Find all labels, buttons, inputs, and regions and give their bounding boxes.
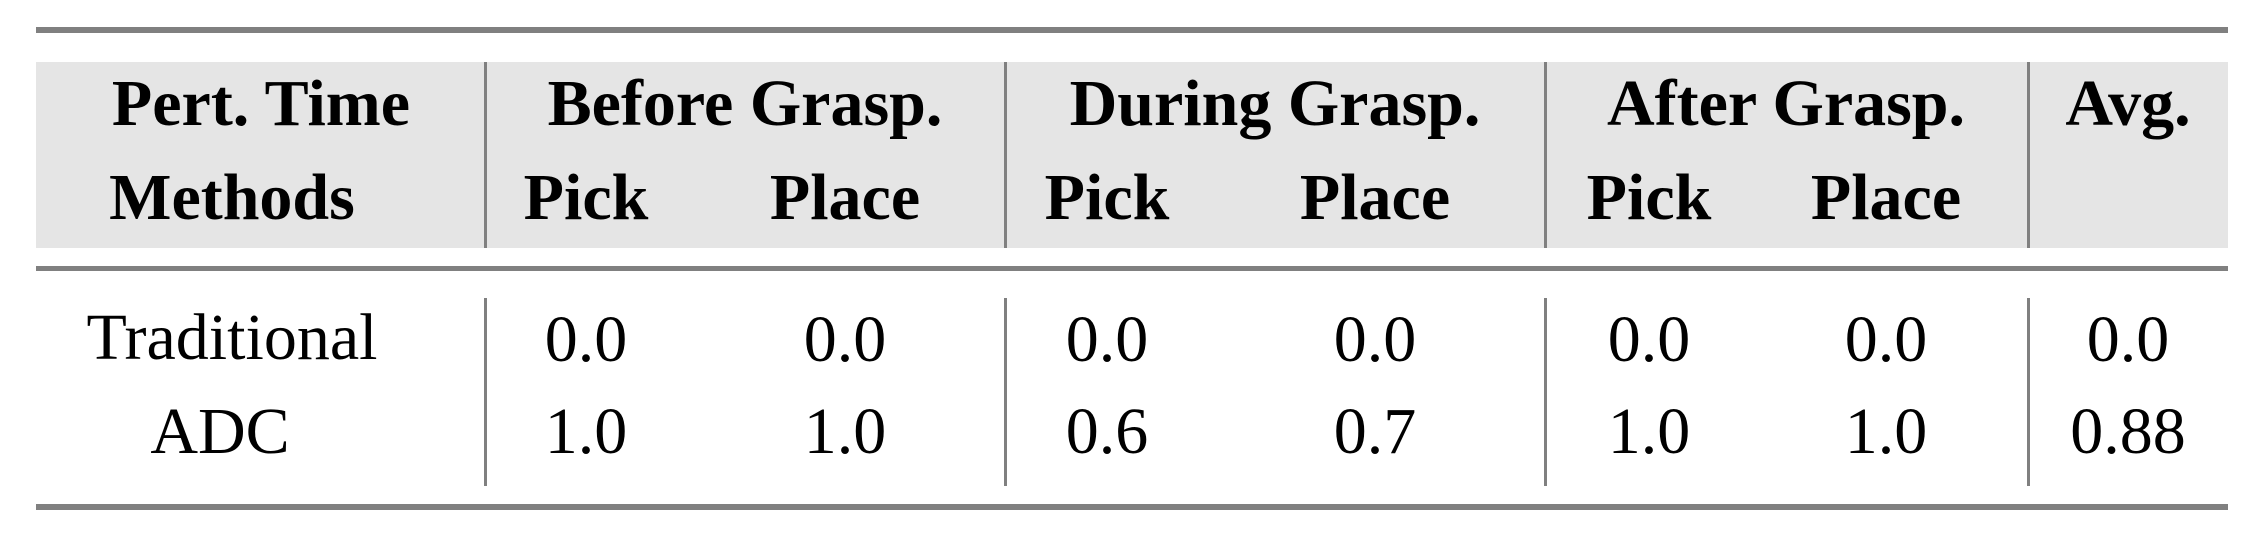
header-avg: Avg.: [2065, 67, 2191, 140]
top-rule: [36, 27, 2228, 33]
column-divider: [484, 62, 487, 248]
header-pick: Pick: [1586, 161, 1712, 234]
header-pick: Pick: [523, 161, 649, 234]
value-cell: 1.0: [1844, 395, 1928, 468]
header-place: Place: [1299, 161, 1451, 234]
value-cell: 0.0: [1844, 303, 1928, 376]
mid-rule: [36, 266, 2228, 271]
value-cell: 0.0: [1065, 303, 1149, 376]
method-name: ADC: [150, 395, 290, 468]
header-pert-time: Pert. Time: [111, 67, 411, 140]
header-place: Place: [769, 161, 921, 234]
column-divider: [1004, 298, 1007, 486]
method-name: Traditional: [86, 301, 378, 374]
column-divider: [2027, 298, 2030, 486]
value-cell: 0.0: [803, 303, 887, 376]
value-cell: 0.0: [1333, 303, 1417, 376]
value-cell: 0.0: [1607, 303, 1691, 376]
column-divider: [2027, 62, 2030, 248]
header-after-grasp: After Grasp.: [1606, 67, 1966, 140]
value-cell: 1.0: [544, 395, 628, 468]
column-divider: [484, 298, 487, 486]
value-cell: 0.7: [1333, 395, 1417, 468]
bottom-rule: [36, 504, 2228, 510]
header-pick: Pick: [1044, 161, 1170, 234]
header-shading: [36, 62, 2228, 248]
value-cell: 0.6: [1065, 395, 1149, 468]
header-before-grasp: Before Grasp.: [547, 67, 943, 140]
avg-cell: 0.88: [2070, 395, 2186, 468]
column-divider: [1004, 62, 1007, 248]
value-cell: 1.0: [1607, 395, 1691, 468]
value-cell: 1.0: [803, 395, 887, 468]
header-place: Place: [1810, 161, 1962, 234]
header-methods: Methods: [109, 161, 355, 234]
avg-cell: 0.0: [2086, 303, 2170, 376]
header-during-grasp: During Grasp.: [1069, 67, 1481, 140]
value-cell: 0.0: [544, 303, 628, 376]
column-divider: [1544, 62, 1547, 248]
column-divider: [1544, 298, 1547, 486]
